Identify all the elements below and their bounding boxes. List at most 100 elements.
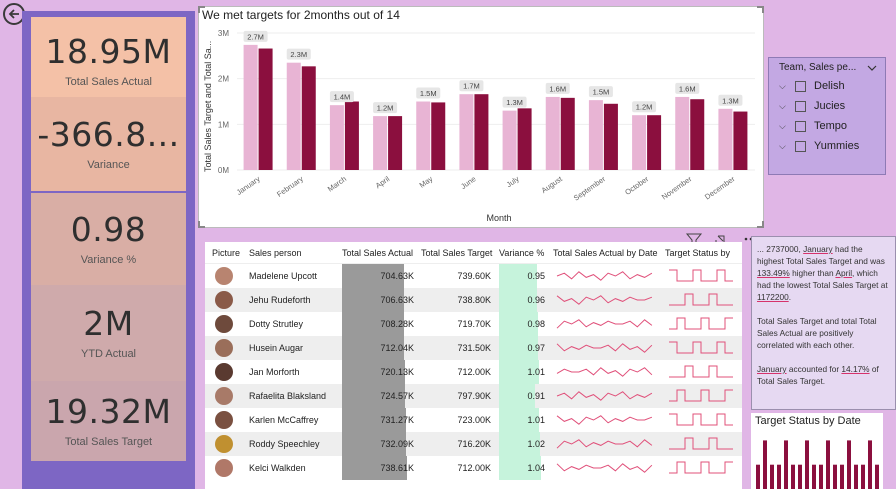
narrative-text: of Total Sales Target. xyxy=(757,364,879,386)
slicer-item-yummies[interactable]: ⌵ Yummies xyxy=(779,138,859,154)
chevron-down-icon[interactable] xyxy=(867,64,877,72)
chart-bar[interactable] xyxy=(373,116,388,170)
table-row[interactable]: Rafaelita Blaksland 724.57K 797.90K 0.91 xyxy=(205,384,742,408)
checkbox[interactable] xyxy=(795,140,806,152)
chart-bar[interactable] xyxy=(560,97,575,170)
slicer-item-tempo[interactable]: ⌵ Tempo xyxy=(779,118,847,134)
chart-bar[interactable] xyxy=(388,116,403,170)
x-tick-label: May xyxy=(418,174,435,190)
resize-handle[interactable] xyxy=(198,221,205,228)
sales-chart-card[interactable]: We met targets for 2months out of 14 3M 2… xyxy=(198,6,764,228)
y-tick-label: 2M xyxy=(218,75,229,84)
chart-bar[interactable] xyxy=(344,101,359,171)
x-tick-label: March xyxy=(326,174,348,193)
table-row[interactable]: Madelene Upcott 704.63K 739.60K 0.95 xyxy=(205,264,742,288)
variance-percent-value: 1.01 xyxy=(527,415,545,425)
status-bar[interactable] xyxy=(840,464,844,489)
kpi-total-sales-actual: 18.95M Total Sales Actual xyxy=(31,17,186,105)
chart-bar[interactable] xyxy=(416,101,431,171)
status-bar[interactable] xyxy=(784,440,788,489)
chevron-down-icon[interactable]: ⌵ xyxy=(779,120,786,131)
variance-data-bar xyxy=(499,432,540,456)
chart-bar[interactable] xyxy=(675,96,690,170)
chevron-down-icon[interactable]: ⌵ xyxy=(779,80,786,91)
column-header[interactable]: Total Sales Target xyxy=(421,248,493,258)
table-row[interactable]: Kelci Walkden 738.61K 712.00K 1.04 xyxy=(205,456,742,480)
chart-bar[interactable] xyxy=(502,110,517,170)
chart-bar[interactable] xyxy=(474,94,489,170)
chevron-down-icon[interactable]: ⌵ xyxy=(779,100,786,111)
resize-handle[interactable] xyxy=(198,6,205,13)
y-axis-label: Total Sales Target and Total Sa... xyxy=(203,41,213,172)
sales-sparkline xyxy=(556,439,653,449)
column-header[interactable]: Total Sales Actual by Date xyxy=(553,248,658,258)
narrative-text: had the highest Total Sales Target and w… xyxy=(757,244,885,266)
column-header[interactable]: Total Sales Actual xyxy=(342,248,414,258)
variance-data-bar xyxy=(499,360,539,384)
resize-handle[interactable] xyxy=(757,221,764,228)
chart-bar[interactable] xyxy=(517,108,532,170)
avatar xyxy=(215,291,233,309)
chart-bar[interactable] xyxy=(690,99,705,170)
status-step-path xyxy=(669,389,733,402)
chart-bar[interactable] xyxy=(588,100,603,170)
target-status-card[interactable]: Target Status by Date xyxy=(751,413,883,489)
table-row[interactable]: Roddy Speechley 732.09K 716.20K 1.02 xyxy=(205,432,742,456)
column-header[interactable]: Picture xyxy=(212,248,241,258)
slicer-item-jucies[interactable]: ⌵ Jucies xyxy=(779,98,845,114)
sales-sparkline xyxy=(556,319,653,329)
resize-handle[interactable] xyxy=(757,6,764,13)
status-step-path xyxy=(669,317,733,330)
status-bar[interactable] xyxy=(798,464,802,489)
status-bar[interactable] xyxy=(812,464,816,489)
sales-person-name: Dotty Strutley xyxy=(249,319,304,329)
status-bar[interactable] xyxy=(833,464,837,489)
chart-bar[interactable] xyxy=(603,103,618,170)
chart-bar[interactable] xyxy=(545,96,560,170)
table-row[interactable]: Dotty Strutley 708.28K 719.70K 0.98 xyxy=(205,312,742,336)
status-bar[interactable] xyxy=(861,464,865,489)
status-bar[interactable] xyxy=(777,464,781,489)
chevron-down-icon[interactable]: ⌵ xyxy=(779,140,786,151)
column-header[interactable]: Sales person xyxy=(249,248,302,258)
column-header[interactable]: Variance % xyxy=(499,248,545,258)
column-header[interactable]: Target Status by xyxy=(665,248,731,258)
chart-bar[interactable] xyxy=(301,66,316,170)
status-bar[interactable] xyxy=(847,440,851,489)
chart-bar[interactable] xyxy=(718,108,733,170)
team-slicer[interactable]: Team, Sales pe... ⌵ Delish ⌵ Jucies ⌵ Tempo… xyxy=(768,57,886,175)
status-bar[interactable] xyxy=(875,464,879,489)
x-tick-label: February xyxy=(275,174,305,199)
status-bar[interactable] xyxy=(854,464,858,489)
kpi-label: Variance xyxy=(87,158,130,171)
status-bar[interactable] xyxy=(770,464,774,489)
slicer-item-delish[interactable]: ⌵ Delish xyxy=(779,78,845,94)
table-row[interactable]: Husein Augar 712.04K 731.50K 0.97 xyxy=(205,336,742,360)
table-row[interactable]: Karlen McCaffrey 731.27K 723.00K 1.01 xyxy=(205,408,742,432)
status-bar[interactable] xyxy=(791,464,795,489)
total-sales-actual-value: 724.57K xyxy=(380,391,414,401)
status-bar[interactable] xyxy=(826,440,830,489)
chart-bar[interactable] xyxy=(647,115,662,170)
data-label: 1.2M xyxy=(636,103,653,112)
chart-bar[interactable] xyxy=(258,48,273,170)
chart-bar[interactable] xyxy=(431,102,446,170)
sales-person-table[interactable]: Picture Sales person Total Sales Actual … xyxy=(205,242,742,489)
status-bar[interactable] xyxy=(868,440,872,489)
status-bar[interactable] xyxy=(763,440,767,489)
chart-bar[interactable] xyxy=(459,94,474,170)
table-row[interactable]: Jan Morforth 720.13K 712.00K 1.01 xyxy=(205,360,742,384)
checkbox[interactable] xyxy=(795,100,806,112)
chart-bar[interactable] xyxy=(329,105,344,170)
status-bar[interactable] xyxy=(805,440,809,489)
table-row[interactable]: Jehu Rudeforth 706.63K 738.80K 0.96 xyxy=(205,288,742,312)
chart-bar[interactable] xyxy=(286,62,301,170)
chart-bar[interactable] xyxy=(632,115,647,170)
chart-bar[interactable] xyxy=(243,44,258,170)
status-bar[interactable] xyxy=(756,464,760,489)
status-bar[interactable] xyxy=(819,464,823,489)
chart-bar[interactable] xyxy=(733,111,748,170)
checkbox[interactable] xyxy=(795,80,806,92)
kpi-label: Total Sales Target xyxy=(64,435,153,448)
checkbox[interactable] xyxy=(795,120,806,132)
